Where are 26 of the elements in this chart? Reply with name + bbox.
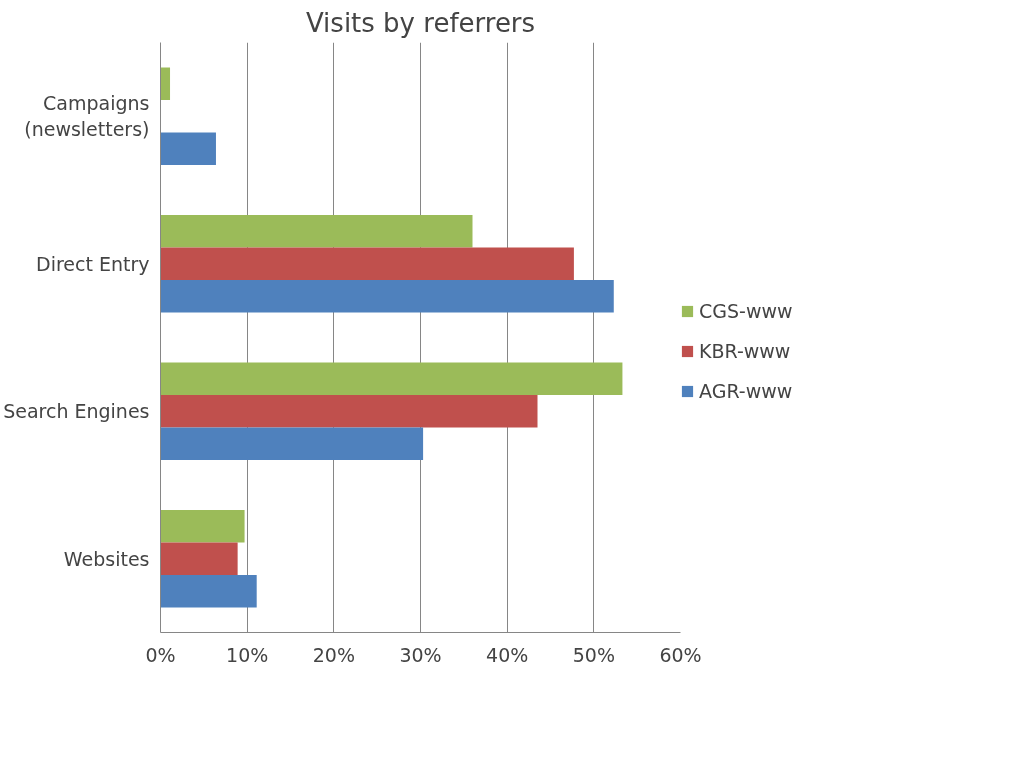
bar	[160, 574, 257, 608]
bar	[160, 362, 623, 396]
bar	[160, 427, 424, 460]
bar	[160, 132, 216, 165]
bar	[160, 279, 614, 313]
bar	[160, 542, 238, 575]
legend-label: AGR-www	[699, 380, 793, 402]
bar	[160, 510, 245, 543]
x-tick-label: 0%	[145, 643, 176, 666]
x-tick-label: 50%	[572, 643, 615, 666]
x-tick-label: 30%	[399, 643, 442, 666]
legend-label: CGS-www	[699, 300, 793, 322]
x-tick-label: 60%	[659, 643, 702, 666]
y-tick-label: Direct Entry	[36, 252, 150, 275]
chart-title: Visits by referrers	[305, 7, 536, 38]
bar	[160, 67, 171, 101]
bar	[160, 247, 574, 280]
legend-label: KBR-www	[699, 340, 791, 362]
bar	[160, 215, 473, 248]
bar	[160, 395, 538, 428]
x-tick-label: 40%	[486, 643, 529, 666]
x-tick-label: 10%	[226, 643, 269, 666]
y-tick-label: Websites	[63, 547, 150, 570]
y-tick-label: Search Engines	[3, 400, 150, 423]
y-tick-label: Campaigns (newsletters)	[24, 92, 150, 141]
x-tick-label: 20%	[312, 643, 355, 666]
